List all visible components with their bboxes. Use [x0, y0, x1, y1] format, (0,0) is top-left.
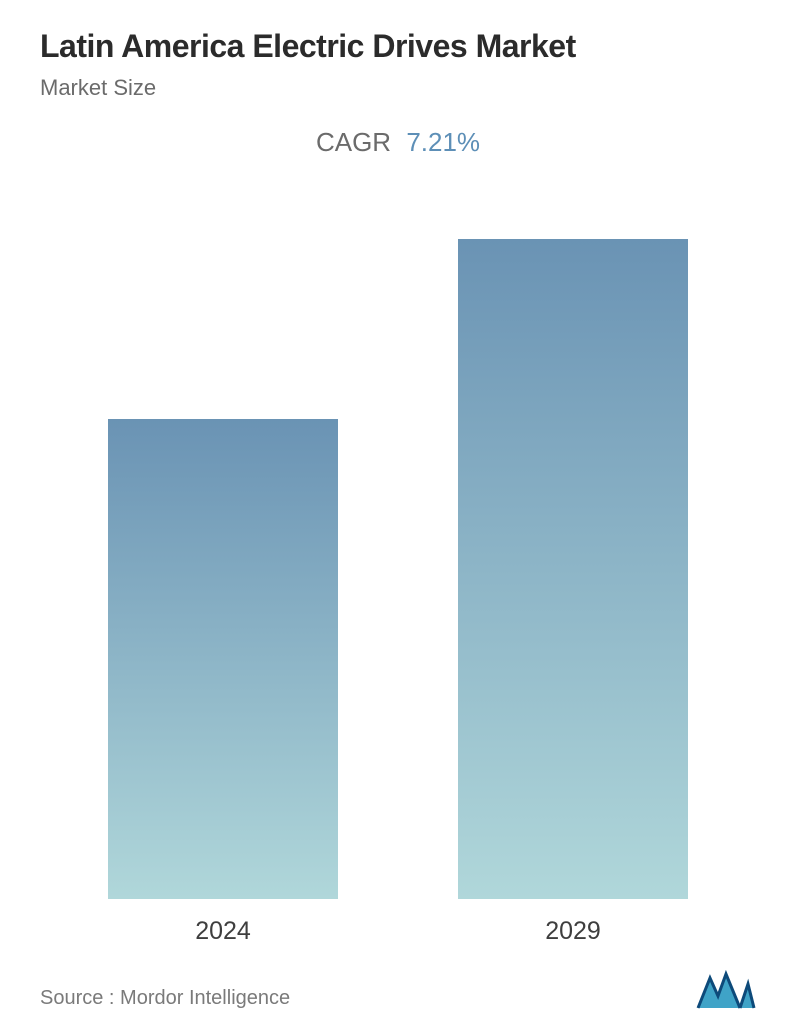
source-text: Source : Mordor Intelligence	[40, 987, 290, 1010]
bar-label: 2024	[195, 917, 251, 946]
bar-2024	[108, 419, 338, 899]
cagr-label: CAGR	[316, 127, 391, 157]
bar-column: 2024	[108, 419, 338, 946]
footer: Source : Mordor Intelligence	[40, 970, 756, 1010]
brand-logo-icon	[696, 970, 756, 1010]
bar-2029	[458, 239, 688, 899]
bar-chart: 2024 2029	[40, 168, 756, 946]
page-title: Latin America Electric Drives Market	[40, 28, 756, 65]
cagr-row: CAGR 7.21%	[40, 127, 756, 158]
cagr-value: 7.21%	[406, 127, 480, 157]
bar-label: 2029	[545, 917, 601, 946]
chart-container: Latin America Electric Drives Market Mar…	[0, 0, 796, 1034]
subtitle: Market Size	[40, 75, 756, 101]
bar-column: 2029	[458, 239, 688, 946]
